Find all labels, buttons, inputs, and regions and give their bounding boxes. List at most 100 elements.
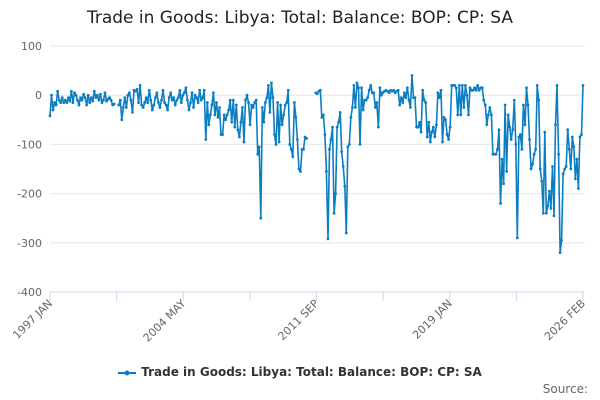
legend-label: Trade in Goods: Libya: Total: Balance: B… xyxy=(141,365,482,379)
data-point xyxy=(445,133,449,136)
data-point xyxy=(204,138,208,141)
data-point xyxy=(357,86,360,90)
data-point xyxy=(564,165,568,168)
data-point xyxy=(430,130,434,134)
data-point xyxy=(476,83,480,87)
data-point xyxy=(195,96,199,100)
data-point xyxy=(279,103,283,107)
data-point xyxy=(581,83,585,87)
data-point xyxy=(538,167,542,171)
data-point xyxy=(266,83,270,87)
data-point xyxy=(467,113,470,117)
data-point xyxy=(118,98,122,102)
data-point xyxy=(241,106,244,109)
data-point xyxy=(355,81,359,85)
data-point xyxy=(296,138,299,141)
data-point xyxy=(517,135,521,139)
data-point xyxy=(100,101,104,104)
data-point xyxy=(578,135,582,139)
x-tick-label: 1997 JAN xyxy=(10,297,55,342)
data-point xyxy=(387,91,391,95)
data-point xyxy=(373,106,377,109)
data-point xyxy=(444,118,447,122)
data-point xyxy=(372,91,376,95)
data-point xyxy=(91,99,95,103)
data-point xyxy=(155,91,159,95)
data-point xyxy=(66,96,70,100)
data-point xyxy=(254,98,258,102)
data-point xyxy=(129,98,133,102)
data-point xyxy=(332,211,336,215)
data-point xyxy=(210,103,214,107)
legend[interactable]: Trade in Goods: Libya: Total: Balance: B… xyxy=(0,365,600,379)
data-point xyxy=(86,93,90,97)
data-point xyxy=(146,101,150,104)
data-point xyxy=(456,113,460,117)
data-point xyxy=(54,103,58,107)
data-point xyxy=(431,125,435,129)
data-point xyxy=(98,92,102,96)
data-point xyxy=(577,187,580,191)
data-point xyxy=(349,115,353,119)
data-point xyxy=(215,101,218,104)
data-point xyxy=(227,108,231,112)
data-point xyxy=(375,101,379,104)
data-point xyxy=(120,118,124,122)
data-point xyxy=(228,98,232,102)
data-point xyxy=(288,143,292,146)
data-point xyxy=(123,96,127,100)
data-point xyxy=(575,157,579,161)
data-point xyxy=(560,238,564,242)
data-point xyxy=(173,103,177,107)
data-point xyxy=(555,83,559,87)
x-tick-label: 2019 JAN xyxy=(410,297,455,342)
data-point xyxy=(488,106,492,109)
data-point xyxy=(83,96,87,100)
data-point xyxy=(299,170,302,173)
data-point xyxy=(315,92,319,96)
data-point xyxy=(182,91,186,95)
data-point xyxy=(518,133,522,136)
data-point xyxy=(439,88,443,92)
data-point xyxy=(457,83,461,87)
data-point xyxy=(189,101,192,104)
data-point xyxy=(178,88,182,92)
data-point xyxy=(512,98,516,102)
data-point xyxy=(500,157,504,161)
data-point xyxy=(202,88,206,92)
data-point xyxy=(158,106,162,109)
data-point xyxy=(57,98,61,102)
data-point xyxy=(428,140,432,144)
data-point xyxy=(134,89,137,93)
data-point xyxy=(442,115,446,119)
data-point xyxy=(343,184,347,188)
data-point xyxy=(263,101,267,104)
data-point xyxy=(546,204,550,208)
data-point xyxy=(157,101,160,104)
data-point xyxy=(231,98,235,102)
data-point xyxy=(164,103,168,107)
data-point xyxy=(454,86,458,90)
data-point xyxy=(179,101,183,104)
legend-line-marker-icon xyxy=(118,370,137,375)
data-point xyxy=(525,86,528,90)
data-point xyxy=(499,202,502,205)
data-point xyxy=(109,98,113,102)
data-point xyxy=(218,106,221,109)
data-point xyxy=(147,88,151,92)
data-point xyxy=(291,155,295,159)
data-point xyxy=(346,145,350,149)
data-point xyxy=(50,93,53,97)
data-point xyxy=(580,133,583,136)
data-point xyxy=(323,133,327,136)
data-point xyxy=(338,111,342,114)
data-point xyxy=(302,147,305,151)
data-point xyxy=(103,91,107,95)
source-label: Source: xyxy=(542,382,588,396)
data-point xyxy=(496,147,499,151)
data-point xyxy=(97,98,101,102)
data-point xyxy=(265,96,269,100)
data-point xyxy=(294,115,298,119)
data-point xyxy=(570,135,574,139)
data-point xyxy=(566,128,570,132)
